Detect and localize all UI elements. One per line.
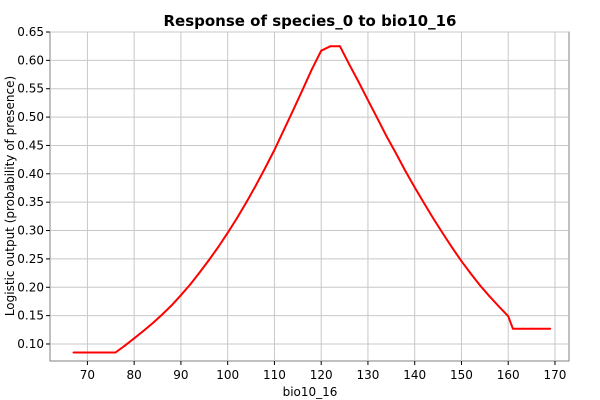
response-curve-point xyxy=(432,217,435,220)
x-tick-label: 160 xyxy=(497,368,520,382)
response-curve-point xyxy=(151,322,154,324)
y-tick-label: 0.15 xyxy=(17,309,44,323)
x-tick-label: 110 xyxy=(263,368,286,382)
response-curve-point xyxy=(236,217,238,219)
response-curve-line xyxy=(73,45,551,354)
x-tick-label: 80 xyxy=(127,368,142,382)
response-curve-point xyxy=(329,45,332,48)
y-tick-label: 0.30 xyxy=(17,224,44,238)
x-tick-label: 130 xyxy=(356,368,379,382)
y-tick-label: 0.40 xyxy=(17,167,44,181)
response-curve-point xyxy=(507,315,510,318)
y-axis-label: Logistic output (probability of presence… xyxy=(3,76,17,316)
response-curve-point xyxy=(367,99,369,101)
response-curve-point xyxy=(497,305,500,308)
response-curve-point xyxy=(488,295,491,298)
response-curve-point xyxy=(549,327,552,330)
grid-lines xyxy=(50,31,569,361)
y-tick-label: 0.50 xyxy=(17,110,44,124)
axis-ticks: 70 80 90 100 110 120 130 140 150 160 170 0.10 0.15 0.… xyxy=(17,25,566,382)
x-tick-label: 170 xyxy=(544,368,567,382)
response-curve-point xyxy=(198,271,201,274)
response-curve-point xyxy=(72,351,75,354)
response-curve-point xyxy=(142,330,145,332)
response-curve-point xyxy=(301,88,304,91)
response-curve-point xyxy=(180,294,182,297)
response-curve-point xyxy=(423,202,425,205)
x-tick-label: 90 xyxy=(173,368,188,382)
y-tick-label: 0.55 xyxy=(17,82,44,96)
response-curve-point xyxy=(469,272,472,275)
response-curve-point xyxy=(460,260,463,263)
response-curve-point xyxy=(395,152,397,155)
response-curve-point xyxy=(254,184,257,187)
x-tick-label: 150 xyxy=(450,368,473,382)
response-curve-point xyxy=(264,167,266,170)
response-curve-point xyxy=(133,337,136,340)
y-tick-label: 0.25 xyxy=(17,252,44,266)
response-curve-point xyxy=(413,186,416,189)
response-curve-point xyxy=(170,304,173,307)
plot-area xyxy=(49,31,570,362)
response-curve-point xyxy=(245,201,248,204)
y-tick-label: 0.65 xyxy=(17,25,44,39)
response-curve-point xyxy=(404,170,407,172)
response-curve-point xyxy=(511,327,514,330)
response-curve-point xyxy=(451,246,454,249)
response-curve-point xyxy=(310,68,313,71)
response-curve-point xyxy=(357,81,360,83)
x-tick-label: 70 xyxy=(80,368,95,382)
response-curve-point xyxy=(161,313,164,316)
y-tick-label: 0.10 xyxy=(17,337,44,351)
response-curve-point xyxy=(376,117,379,120)
response-curve-point xyxy=(123,344,126,347)
response-curve-point xyxy=(338,45,341,48)
response-curve-point xyxy=(479,284,482,287)
x-tick-label: 120 xyxy=(310,368,333,382)
response-curve-point xyxy=(208,259,210,261)
response-curve-point xyxy=(320,49,323,52)
response-curve-point xyxy=(217,246,220,248)
y-tick-label: 0.35 xyxy=(17,195,44,209)
response-curve-point xyxy=(189,283,192,286)
x-tick-label: 140 xyxy=(403,368,426,382)
response-curve-point xyxy=(282,129,285,132)
y-tick-label: 0.60 xyxy=(17,53,44,67)
y-tick-label: 0.45 xyxy=(17,138,44,152)
response-curve-point xyxy=(385,135,388,138)
chart-title: Response of species_0 to bio10_16 xyxy=(163,12,456,30)
response-curve-point xyxy=(86,351,89,354)
response-curve-point xyxy=(530,327,533,330)
x-axis-label: bio10_16 xyxy=(283,385,338,399)
x-tick-label: 100 xyxy=(216,368,239,382)
series-layer xyxy=(72,45,552,354)
response-curve-point xyxy=(441,232,444,235)
response-curve-point xyxy=(273,149,276,151)
response-curve-point xyxy=(292,109,295,112)
response-curve-point xyxy=(226,231,229,234)
response-curve-point xyxy=(348,63,351,66)
y-tick-label: 0.20 xyxy=(17,280,44,294)
response-curve-point xyxy=(114,351,117,354)
